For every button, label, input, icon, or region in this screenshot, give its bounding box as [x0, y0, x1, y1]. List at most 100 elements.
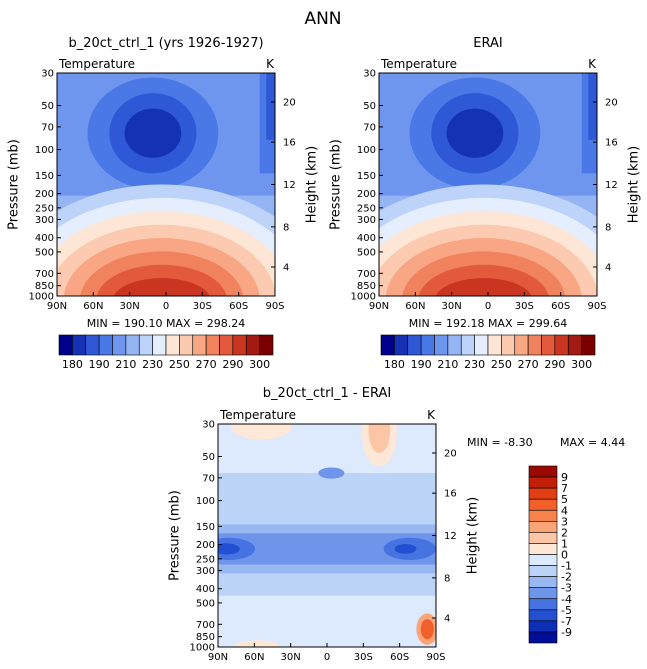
pressure-tick-label: 700: [357, 269, 376, 280]
contour-band: [588, 73, 597, 140]
colorbar-swatch: [407, 334, 422, 356]
lat-tick-label: 60S: [229, 301, 248, 312]
panel1-title: ERAI: [473, 36, 502, 51]
pressure-tick-label: 700: [196, 620, 215, 631]
height-tick-label: 8: [283, 222, 289, 233]
colorbar-label: -4: [561, 593, 572, 606]
height-tick-label: 4: [444, 614, 450, 625]
panel0-stats: MIN = 190.10 MAX = 298.24: [87, 317, 245, 330]
colorbar-label: 300: [249, 358, 270, 371]
pressure-tick-label: 850: [196, 632, 215, 643]
pressure-tick-label: 100: [357, 145, 376, 156]
colorbar-swatch: [487, 334, 502, 356]
colorbar-label: 290: [222, 358, 243, 371]
colorbar-swatch: [85, 334, 100, 356]
lat-tick-label: 30N: [281, 652, 301, 663]
pressure-tick-label: 850: [35, 281, 54, 292]
colorbar-label: 0: [561, 549, 568, 562]
lat-tick-label: 60S: [390, 652, 409, 663]
colorbar-swatch: [447, 334, 462, 356]
colorbar-swatch: [528, 532, 558, 544]
colorbar-swatch: [554, 334, 569, 356]
pressure-tick-label: 200: [35, 189, 54, 200]
pressure-tick-label: 300: [357, 215, 376, 226]
pressure-tick-label: 50: [363, 101, 376, 112]
pressure-tick-label: 500: [196, 598, 215, 609]
colorbar-label: 270: [196, 358, 217, 371]
lat-tick-label: 90N: [208, 652, 228, 663]
colorbar-swatch: [528, 476, 558, 489]
colorbar-label: -5: [561, 604, 572, 617]
colorbar-swatch: [460, 334, 475, 356]
colorbar-swatch: [528, 598, 558, 611]
colorbar-swatch: [528, 521, 558, 533]
colorbar-swatch: [528, 587, 558, 600]
colorbar-label: -9: [561, 626, 572, 639]
panel1-field: [379, 73, 597, 296]
colorbar-swatch: [192, 334, 207, 356]
contour-band: [218, 543, 240, 555]
colorbar-swatch: [528, 554, 558, 566]
lat-tick-label: 90S: [587, 301, 606, 312]
pressure-tick-label: 100: [35, 145, 54, 156]
colorbar-label: 4: [561, 504, 568, 517]
colorbar-swatch: [245, 334, 260, 356]
variable-label: Temperature: [58, 57, 135, 71]
colorbar-label: 9: [561, 471, 568, 484]
colorbar-swatch: [528, 620, 558, 633]
panel1-stats: MIN = 192.18 MAX = 299.64: [409, 317, 567, 330]
pressure-tick-label: 70: [41, 122, 54, 133]
colorbar-swatch: [434, 334, 449, 356]
contour-band: [124, 108, 182, 158]
pressure-tick-label: 300: [35, 215, 54, 226]
pressure-tick-label: 50: [41, 101, 54, 112]
colorbar-swatch: [474, 334, 489, 356]
pressure-tick-label: 500: [35, 247, 54, 258]
pressure-tick-label: 150: [35, 171, 54, 182]
colorbar-swatch: [125, 334, 140, 356]
lat-tick-label: 0: [485, 301, 491, 312]
colorbar-label: 250: [169, 358, 190, 371]
colorbar-swatch: [528, 609, 558, 622]
colorbar-swatch: [138, 334, 153, 356]
colorbar-swatch: [514, 334, 529, 356]
colorbar-swatch: [501, 334, 516, 356]
lat-tick-label: 90N: [47, 301, 67, 312]
colorbar-swatch: [179, 334, 194, 356]
height-axis-title: Height (km): [305, 146, 320, 223]
pressure-tick-label: 300: [196, 566, 215, 577]
pressure-tick-label: 250: [357, 203, 376, 214]
panel2-stats-max: MAX = 4.44: [560, 436, 625, 449]
pressure-tick-label: 30: [41, 69, 54, 80]
panel2-field: [218, 424, 436, 647]
unit-label: K: [427, 408, 436, 422]
height-tick-label: 4: [283, 263, 289, 274]
pressure-tick-label: 150: [196, 522, 215, 533]
colorbar-swatch: [528, 498, 558, 511]
lat-tick-label: 30N: [442, 301, 462, 312]
pressure-tick-label: 100: [196, 496, 215, 507]
lat-tick-label: 60S: [551, 301, 570, 312]
contour-band: [394, 543, 417, 554]
colorbar-label: 230: [464, 358, 485, 371]
pressure-tick-label: 250: [196, 554, 215, 565]
height-tick-label: 20: [444, 448, 457, 459]
colorbar-label: 230: [142, 358, 163, 371]
height-tick-label: 20: [283, 97, 296, 108]
colorbar-label: 290: [544, 358, 565, 371]
variable-label: Temperature: [219, 408, 296, 422]
pressure-tick-label: 70: [363, 122, 376, 133]
colorbar-swatch: [205, 334, 220, 356]
contour-band: [368, 424, 391, 453]
colorbar-swatch: [528, 487, 558, 500]
colorbar-label: 1: [561, 537, 568, 550]
lat-tick-label: 90S: [426, 652, 445, 663]
pressure-tick-label: 50: [202, 452, 215, 463]
colorbar-swatch: [152, 334, 167, 356]
pressure-tick-label: 30: [363, 69, 376, 80]
panel0-field: [57, 73, 275, 296]
height-tick-label: 16: [605, 138, 618, 149]
panel2-stats-min: MIN = -8.30: [467, 436, 533, 449]
pressure-tick-label: 200: [357, 189, 376, 200]
